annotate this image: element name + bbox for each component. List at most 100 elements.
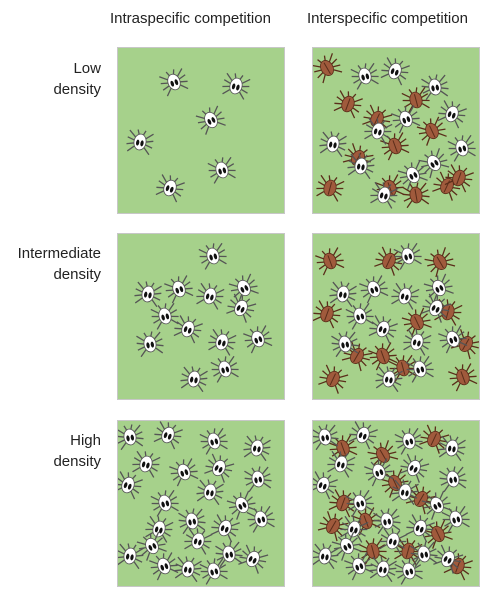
brown-mite-10 — [448, 363, 478, 392]
white-mite-16 — [313, 543, 339, 570]
white-mite-4 — [228, 273, 259, 303]
brown-mite-8 — [422, 519, 453, 549]
row-label-intermediate: Intermediate density — [18, 243, 101, 285]
white-mite-0 — [159, 68, 189, 97]
white-mite-20 — [433, 544, 464, 574]
white-mite-11 — [226, 490, 257, 520]
white-mite-10 — [405, 355, 434, 383]
white-mite-13 — [373, 508, 401, 535]
white-mite-4 — [132, 450, 161, 478]
white-mite-11 — [421, 490, 452, 520]
brown-mite-10 — [317, 511, 349, 542]
white-mite-8 — [438, 325, 468, 354]
brown-mite-11 — [358, 537, 387, 565]
white-mite-17 — [149, 552, 179, 581]
white-mite-2 — [199, 427, 228, 455]
white-mite-8 — [118, 471, 143, 500]
white-mite-1 — [329, 281, 357, 308]
white-mite-18 — [184, 527, 213, 555]
row-label-intermediate-line2: density — [53, 266, 101, 283]
row-label-high-line1: High — [70, 432, 101, 449]
white-mite-12 — [145, 515, 174, 543]
white-mite-5 — [364, 458, 394, 487]
mites-inter-high — [313, 421, 473, 585]
white-mite-7 — [439, 466, 467, 493]
brown-mite-1 — [333, 90, 363, 119]
white-mite-3 — [196, 282, 225, 310]
white-mite-12 — [345, 302, 374, 330]
brown-mite-4 — [401, 307, 432, 337]
white-mite-8 — [243, 325, 273, 354]
brown-mite-6 — [368, 342, 398, 371]
white-mite-11 — [421, 293, 452, 323]
white-mite-7 — [370, 181, 399, 209]
white-mite-19 — [215, 541, 243, 568]
white-mite-2 — [394, 427, 423, 455]
row-label-intermediate-line1: Intermediate — [17, 245, 101, 262]
white-mite-6 — [331, 331, 359, 358]
white-mite-1 — [153, 421, 183, 450]
white-mite-0 — [118, 424, 144, 451]
white-mite-8 — [313, 471, 338, 500]
brown-mite-2 — [401, 86, 430, 114]
white-mite-6 — [399, 453, 430, 483]
white-mite-4 — [391, 105, 421, 134]
white-mite-22 — [369, 556, 397, 583]
white-mite-16 — [118, 543, 144, 570]
panel-inter-high — [312, 420, 480, 587]
white-mite-21 — [331, 531, 362, 561]
brown-mite-5 — [405, 484, 437, 515]
white-mite-9 — [180, 366, 208, 393]
brown-mite-3 — [313, 300, 342, 329]
mites-intra-low — [126, 68, 251, 203]
brown-mite-5 — [341, 341, 373, 372]
row-label-low-line2: density — [53, 81, 101, 98]
white-mite-11 — [418, 148, 450, 179]
row-label-high: High density — [53, 430, 101, 472]
panel-intra-low — [117, 47, 285, 214]
white-mite-5 — [368, 315, 398, 344]
mites-inter-low — [313, 53, 476, 209]
col-header-intraspecific: Intraspecific competition — [110, 10, 271, 27]
brown-mite-0 — [313, 53, 343, 84]
white-mite-3 — [126, 129, 154, 156]
brown-mite-4 — [379, 468, 410, 498]
white-mite-21 — [136, 531, 167, 561]
white-mite-7 — [208, 328, 237, 356]
mites-intra-high — [118, 421, 275, 585]
white-mite-5 — [319, 131, 347, 158]
white-mite-2 — [359, 275, 389, 304]
white-mite-3 — [243, 435, 271, 462]
white-mite-0 — [313, 424, 339, 451]
white-mite-9 — [345, 489, 374, 517]
white-mite-0 — [350, 62, 379, 90]
white-mite-10 — [391, 479, 419, 506]
white-mite-3 — [391, 282, 420, 310]
white-mite-3 — [364, 117, 393, 145]
brown-mite-10 — [402, 182, 430, 209]
brown-mite-0 — [315, 247, 345, 276]
white-mite-23 — [199, 557, 228, 585]
white-mite-1 — [348, 421, 378, 450]
white-mite-23 — [394, 557, 423, 585]
row-label-low: Low density — [53, 58, 101, 100]
white-mite-1 — [380, 57, 410, 86]
white-mite-6 — [136, 331, 164, 358]
white-mite-12 — [150, 302, 179, 330]
brown-mite-8 — [388, 354, 417, 382]
white-mite-1 — [222, 72, 251, 100]
white-mite-10 — [196, 479, 224, 506]
white-mite-2 — [421, 74, 449, 101]
panel-inter-intermediate — [312, 233, 480, 400]
white-mite-14 — [210, 514, 240, 543]
white-mite-6 — [204, 453, 235, 483]
mites-intra-intermediate — [134, 242, 273, 393]
white-mite-7 — [403, 328, 432, 356]
white-mite-9 — [447, 134, 476, 162]
brown-mite-11 — [444, 164, 474, 193]
brown-mite-6 — [416, 116, 447, 146]
white-mite-18 — [379, 527, 408, 555]
brown-mite-1 — [374, 246, 405, 276]
white-mite-6 — [397, 160, 428, 190]
mites-inter-intermediate — [313, 242, 479, 394]
